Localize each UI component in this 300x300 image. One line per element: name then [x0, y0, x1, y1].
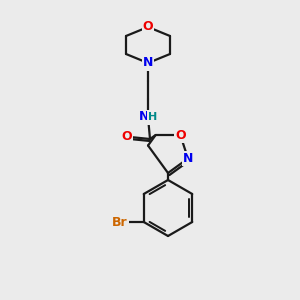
Text: N: N: [139, 110, 149, 124]
Text: O: O: [122, 130, 132, 143]
Text: O: O: [175, 128, 186, 142]
Text: N: N: [143, 56, 153, 70]
Text: H: H: [148, 112, 158, 122]
Text: N: N: [183, 152, 193, 165]
Text: O: O: [143, 20, 153, 34]
Text: Br: Br: [112, 215, 128, 229]
